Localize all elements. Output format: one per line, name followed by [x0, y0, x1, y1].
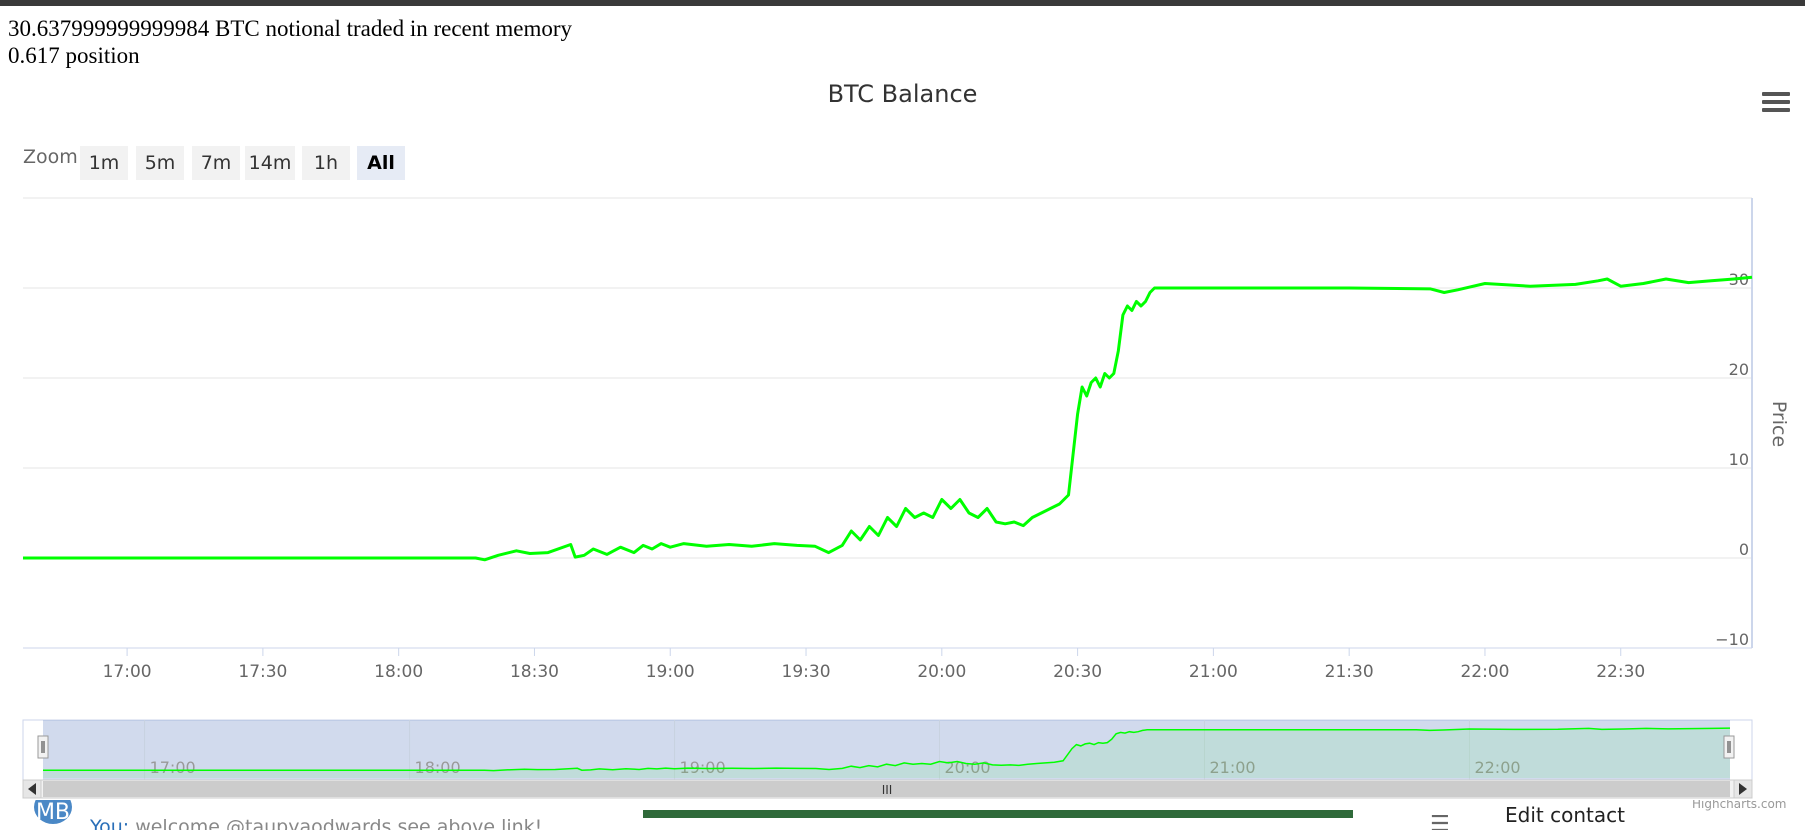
x-tick-label: 18:30: [510, 662, 559, 682]
navigator-tick-label: 22:00: [1474, 758, 1520, 777]
zoom-button-14m[interactable]: 14m: [245, 146, 295, 180]
y-tick-label: 20: [1729, 360, 1749, 379]
scrollbar-thumb[interactable]: [43, 781, 1730, 797]
x-tick-label: 22:00: [1460, 662, 1509, 682]
x-tick-label: 21:00: [1189, 662, 1238, 682]
avatar[interactable]: MB: [34, 800, 72, 825]
navigator-tick-label: 17:00: [150, 758, 196, 777]
x-tick-label: 17:30: [238, 662, 287, 682]
y-tick-label: 0: [1739, 540, 1749, 559]
zoom-button-1m[interactable]: 1m: [80, 146, 128, 180]
zoom-button-5m[interactable]: 5m: [136, 146, 184, 180]
x-tick-label: 22:30: [1596, 662, 1645, 682]
navigator-tick-label: 19:00: [680, 758, 726, 777]
x-tick-label: 19:00: [646, 662, 695, 682]
scroll-right-arrow-icon: [1739, 783, 1747, 795]
zoom-label: Zoom: [23, 146, 78, 168]
chart-title: BTC Balance: [827, 80, 978, 108]
y-axis-title: Price: [1768, 401, 1790, 447]
x-tick-label: 18:00: [374, 662, 423, 682]
y-tick-label: 10: [1729, 450, 1749, 469]
navigator-series-line: [43, 727, 1731, 772]
x-tick-label: 20:00: [917, 662, 966, 682]
edit-contact-link[interactable]: Edit contact: [1505, 803, 1625, 827]
top-border: [0, 0, 1805, 6]
chat-preview[interactable]: You: welcome @taupyaodwards see above li…: [90, 816, 542, 830]
x-tick-label: 20:30: [1053, 662, 1102, 682]
x-tick-label: 19:30: [782, 662, 831, 682]
navigator-grid: 17:00 18:00 19:00 20:00 21:00 22:00: [144, 720, 1521, 780]
scroll-left-arrow-icon: [28, 783, 36, 795]
navigator-handle-right[interactable]: [1723, 735, 1735, 759]
chat-sender: You:: [90, 816, 130, 830]
chat-message: welcome @taupyaodwards see above link!: [135, 816, 543, 830]
navigator[interactable]: 17:00 18:00 19:00 20:00 21:00 22:00: [22, 719, 1753, 781]
notional-text: 30.637999999999984 BTC notional traded i…: [8, 16, 573, 41]
scrollbar[interactable]: III: [22, 779, 1753, 799]
image-strip: [643, 810, 1353, 818]
zoom-button-1h[interactable]: 1h: [302, 146, 350, 180]
position-text: 0.617 position: [8, 43, 140, 68]
chart-svg: 17:00 17:30 18:00 18:30 19:00 19:30 20:00 20:30…: [22, 197, 1790, 799]
y-tick-label: −10: [1715, 630, 1749, 649]
navigator-tick-label: 18:00: [415, 758, 461, 777]
background-page-strip: MB You: welcome @taupyaodwards see above…: [0, 800, 1805, 830]
navigator-series-area: [43, 728, 1730, 778]
navigator-tick-label: 20:00: [944, 758, 990, 777]
navigator-tick-label: 21:00: [1209, 758, 1255, 777]
zoom-button-7m[interactable]: 7m: [192, 146, 240, 180]
navigator-handle-left[interactable]: [37, 735, 49, 759]
highcharts-credit[interactable]: Highcharts.com: [1692, 800, 1787, 811]
chart-menu-icon[interactable]: [1762, 92, 1790, 116]
y-grid: [23, 197, 1752, 649]
scrollbar-grip-icon: III: [882, 783, 893, 797]
x-tick-label: 17:00: [103, 662, 152, 682]
x-tick-label: 21:30: [1325, 662, 1374, 682]
zoom-button-all[interactable]: All: [357, 146, 405, 180]
x-axis: 17:00 17:30 18:00 18:30 19:00 19:30 20:00 20:30…: [103, 648, 1645, 682]
series-line[interactable]: [23, 275, 1753, 562]
list-icon[interactable]: ☰: [1430, 812, 1450, 830]
